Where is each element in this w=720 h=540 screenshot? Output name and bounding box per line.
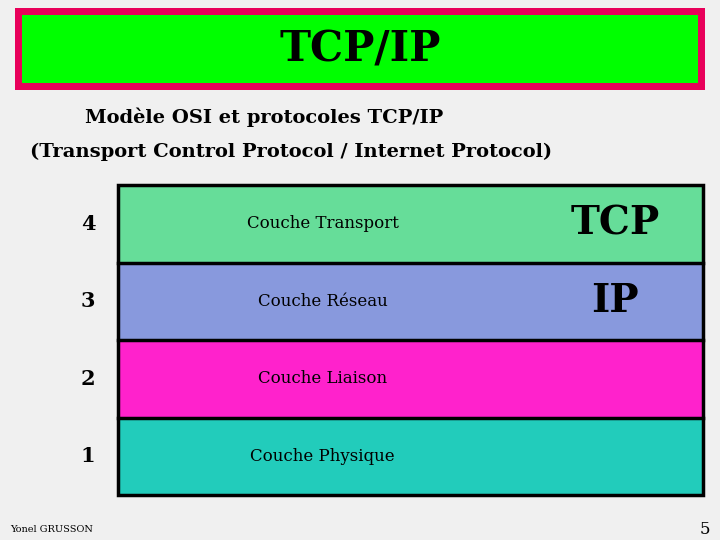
Text: 4: 4 bbox=[81, 214, 95, 234]
Bar bbox=[15, 8, 705, 90]
Text: IP: IP bbox=[591, 282, 639, 320]
Text: 2: 2 bbox=[81, 369, 95, 389]
Bar bbox=[22, 15, 698, 83]
Text: Couche Transport: Couche Transport bbox=[247, 215, 399, 232]
Text: 3: 3 bbox=[81, 291, 95, 311]
Text: TCP/IP: TCP/IP bbox=[279, 28, 441, 70]
Text: 5: 5 bbox=[700, 522, 710, 538]
Text: Yonel GRUSSON: Yonel GRUSSON bbox=[10, 525, 93, 535]
Text: Modèle OSI et protocoles TCP/IP: Modèle OSI et protocoles TCP/IP bbox=[85, 107, 444, 127]
Bar bbox=[118, 417, 703, 495]
Bar bbox=[118, 340, 703, 417]
Bar bbox=[118, 185, 703, 262]
Text: Couche Physique: Couche Physique bbox=[251, 448, 395, 465]
Bar bbox=[118, 185, 703, 495]
Text: (Transport Control Protocol / Internet Protocol): (Transport Control Protocol / Internet P… bbox=[30, 143, 552, 161]
Bar bbox=[118, 262, 703, 340]
Text: Couche Réseau: Couche Réseau bbox=[258, 293, 387, 310]
Text: TCP: TCP bbox=[571, 205, 660, 243]
Text: Couche Liaison: Couche Liaison bbox=[258, 370, 387, 387]
Text: 1: 1 bbox=[81, 446, 95, 466]
